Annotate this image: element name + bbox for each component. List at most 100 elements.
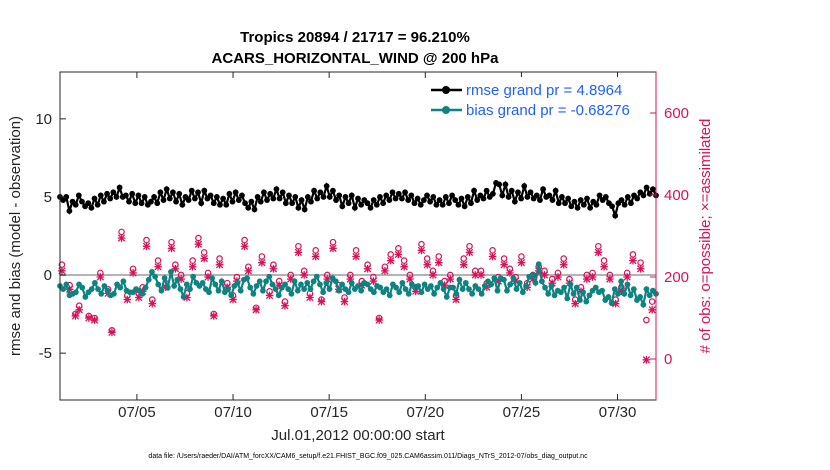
rmse-point: [223, 201, 230, 208]
obs-assimilated-marker: [244, 267, 253, 275]
obs-assimilated-marker: [636, 265, 645, 273]
rmse-point: [320, 194, 327, 200]
obs-assimilated-marker: [210, 312, 218, 320]
bias-point: [535, 261, 542, 268]
rmse-point: [402, 189, 408, 196]
bias-point: [177, 286, 184, 293]
bias-point: [110, 290, 117, 297]
obs-assimilated-marker: [500, 260, 508, 269]
bias-point: [456, 276, 463, 283]
obs-assimilated-marker: [471, 271, 480, 279]
bias-point: [209, 275, 216, 282]
rmse-point: [85, 200, 92, 207]
rmse-point: [304, 194, 311, 200]
rmse-point: [571, 198, 578, 205]
rmse-point: [521, 183, 528, 189]
obs-assimilated-marker: [629, 256, 637, 265]
rmse-point: [198, 200, 205, 207]
bias-point: [168, 269, 174, 275]
rmse-point: [562, 200, 568, 207]
obs-possible-marker: [643, 316, 650, 324]
rmse-point: [345, 200, 352, 207]
obs-assimilated-marker: [594, 248, 603, 257]
rmse-point: [107, 195, 114, 202]
bias-point: [158, 287, 165, 294]
rmse-point: [254, 194, 261, 200]
bias-point: [82, 294, 89, 300]
bias-point: [101, 283, 108, 289]
obs-assimilated-marker: [477, 271, 485, 279]
obs-assimilated-marker: [194, 240, 203, 248]
obs-assimilated-marker: [417, 246, 426, 255]
rmse-point: [151, 194, 158, 200]
bias-point: [218, 278, 225, 285]
rmse-point: [286, 192, 292, 199]
rmse-point: [160, 197, 167, 203]
obs-assimilated-marker: [540, 271, 549, 279]
rmse-point: [242, 200, 248, 207]
rmse-point: [148, 198, 154, 205]
rmse-point: [270, 195, 277, 202]
rmse-point: [405, 197, 412, 203]
bias-point: [234, 279, 241, 286]
rmse-point: [452, 197, 459, 203]
bias-point: [139, 290, 146, 297]
y-left-tick-label: 10: [35, 111, 52, 128]
bias-point: [507, 281, 514, 288]
bias-point: [561, 284, 567, 291]
rmse-point: [282, 200, 289, 207]
bias-point: [291, 278, 298, 285]
obs-assimilated-marker: [369, 277, 378, 285]
bias-point: [488, 281, 495, 288]
bias-point: [529, 272, 536, 278]
legend-bias-marker: [442, 106, 450, 114]
bias-point: [453, 290, 460, 297]
bias-point: [79, 284, 86, 291]
rmse-point: [245, 204, 252, 211]
rmse-point: [499, 192, 506, 199]
bias-point: [510, 275, 517, 282]
rmse-point: [170, 189, 176, 196]
rmse-point: [101, 198, 107, 205]
obs-assimilated-marker: [142, 242, 151, 251]
rmse-point: [618, 197, 625, 203]
rmse-point: [558, 194, 565, 200]
obs-assimilated-marker: [386, 256, 395, 265]
obs-assimilated-marker: [240, 242, 249, 251]
rmse-point: [540, 186, 546, 193]
bias-point: [405, 290, 412, 297]
chart-title-line1: Tropics 20894 / 21717 = 96.210%: [240, 29, 470, 46]
rmse-point: [549, 197, 556, 203]
rmse-point: [568, 203, 575, 210]
x-tick-label: 07/30: [599, 404, 637, 421]
obs-assimilated-marker: [400, 262, 408, 271]
rmse-point: [602, 194, 609, 200]
rmse-point: [138, 200, 145, 207]
y-left-tick-label: 0: [44, 267, 52, 284]
rmse-point: [455, 201, 462, 208]
rmse-point: [323, 183, 330, 189]
rmse-point: [370, 197, 377, 203]
obs-assimilated-marker: [117, 234, 126, 242]
bias-point: [272, 286, 279, 293]
rmse-point: [389, 189, 396, 196]
bias-point: [504, 287, 510, 294]
rmse-point: [609, 203, 615, 210]
bias-point: [519, 289, 526, 296]
rmse-point: [154, 200, 161, 207]
bias-point: [383, 286, 390, 293]
rmse-point: [649, 186, 656, 193]
rmse-point: [546, 192, 553, 199]
rmse-point: [496, 181, 503, 188]
bias-point: [199, 279, 206, 286]
bias-point: [180, 294, 187, 300]
rmse-point: [430, 194, 437, 200]
rmse-point: [367, 204, 374, 211]
bias-point: [263, 278, 269, 285]
bias-point: [298, 281, 304, 288]
obs-assimilated-marker: [188, 262, 197, 271]
obs-assimilated-marker: [394, 250, 403, 259]
obs-assimilated-marker: [352, 252, 360, 261]
bias-point: [225, 286, 231, 293]
